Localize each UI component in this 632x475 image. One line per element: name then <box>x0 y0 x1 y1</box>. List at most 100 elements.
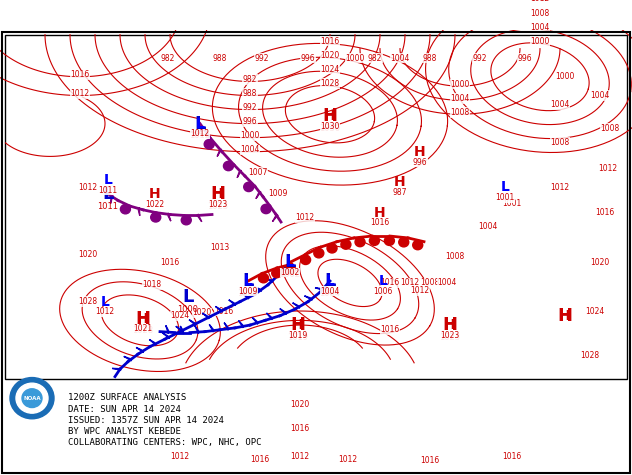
Text: H: H <box>292 318 304 332</box>
Text: 988: 988 <box>243 89 257 98</box>
Text: 1000: 1000 <box>178 304 198 314</box>
Text: 1012: 1012 <box>190 131 210 140</box>
Text: 1021: 1021 <box>133 324 152 333</box>
Text: L: L <box>104 173 112 187</box>
Text: BY WPC ANALYST KEBEDE: BY WPC ANALYST KEBEDE <box>68 427 181 436</box>
Polygon shape <box>265 278 273 282</box>
Text: 1004: 1004 <box>530 23 550 32</box>
Circle shape <box>258 274 269 283</box>
Text: 1004: 1004 <box>437 278 457 287</box>
Text: L: L <box>325 274 334 288</box>
Text: 1012: 1012 <box>95 307 114 316</box>
Circle shape <box>244 182 253 191</box>
Text: 996: 996 <box>243 117 257 126</box>
Polygon shape <box>111 195 113 204</box>
Polygon shape <box>315 288 324 291</box>
Text: H: H <box>212 187 224 201</box>
Text: H: H <box>557 307 573 325</box>
Circle shape <box>10 378 54 419</box>
Circle shape <box>22 389 42 408</box>
Text: 1012: 1012 <box>291 452 310 461</box>
Text: H: H <box>394 175 406 189</box>
Text: L: L <box>379 274 387 288</box>
Text: L: L <box>195 117 204 131</box>
Text: 1001: 1001 <box>495 193 514 202</box>
Polygon shape <box>275 269 284 272</box>
Text: 1006: 1006 <box>374 287 392 296</box>
Text: 1020: 1020 <box>192 308 212 317</box>
Text: 1004: 1004 <box>550 100 569 109</box>
Polygon shape <box>224 323 228 330</box>
Text: 1000: 1000 <box>530 37 550 46</box>
Circle shape <box>181 216 191 225</box>
Text: 1023: 1023 <box>441 331 459 340</box>
Text: L: L <box>284 253 296 271</box>
Text: 1002: 1002 <box>279 270 300 279</box>
Text: L: L <box>100 294 109 309</box>
Text: H: H <box>210 185 226 203</box>
Text: 1008: 1008 <box>451 108 470 117</box>
Text: 992: 992 <box>473 54 487 63</box>
Circle shape <box>16 383 48 413</box>
Text: 1011: 1011 <box>97 201 118 210</box>
Polygon shape <box>252 317 258 324</box>
Text: 1000: 1000 <box>240 131 260 140</box>
Text: H: H <box>442 316 458 334</box>
Text: 1030: 1030 <box>319 124 341 133</box>
Text: 1016: 1016 <box>502 452 521 461</box>
Text: 982: 982 <box>161 54 175 63</box>
Text: 982: 982 <box>243 75 257 84</box>
Circle shape <box>272 268 282 278</box>
Circle shape <box>150 213 161 222</box>
Polygon shape <box>280 309 286 314</box>
Polygon shape <box>162 333 169 339</box>
Text: 1012: 1012 <box>550 183 569 192</box>
Text: 1016: 1016 <box>370 218 389 228</box>
Text: 1000: 1000 <box>451 80 470 89</box>
Text: 1016: 1016 <box>70 70 90 79</box>
Text: 1020: 1020 <box>590 258 610 267</box>
Polygon shape <box>195 326 198 333</box>
Text: H: H <box>322 107 337 125</box>
Polygon shape <box>149 340 156 345</box>
Text: 988: 988 <box>423 54 437 63</box>
Text: L: L <box>182 288 193 306</box>
Text: 1004: 1004 <box>451 94 470 103</box>
Text: 1001: 1001 <box>502 199 521 208</box>
Text: 1016: 1016 <box>420 456 440 466</box>
Text: 1016: 1016 <box>320 37 339 46</box>
Text: 1009: 1009 <box>238 287 258 296</box>
Text: 1022: 1022 <box>145 200 164 209</box>
Text: 1004: 1004 <box>590 91 610 100</box>
Text: 1004: 1004 <box>240 145 260 154</box>
Text: 982: 982 <box>368 54 382 63</box>
Circle shape <box>355 238 365 247</box>
Text: 988: 988 <box>213 54 227 63</box>
Polygon shape <box>138 207 140 216</box>
Text: 1200Z SURFACE ANALYSIS: 1200Z SURFACE ANALYSIS <box>68 393 186 402</box>
Text: H: H <box>559 309 571 323</box>
Circle shape <box>286 265 296 274</box>
Text: 1028: 1028 <box>320 79 339 88</box>
Polygon shape <box>198 214 202 222</box>
Polygon shape <box>293 303 300 308</box>
Polygon shape <box>305 296 312 300</box>
Text: 1019: 1019 <box>288 331 308 340</box>
Circle shape <box>261 204 271 214</box>
Polygon shape <box>136 347 143 352</box>
Text: 1012: 1012 <box>339 455 358 464</box>
Text: 1009: 1009 <box>269 190 288 199</box>
Text: L: L <box>501 180 509 194</box>
Text: 1008: 1008 <box>550 138 569 147</box>
Text: 1012: 1012 <box>78 183 97 192</box>
Polygon shape <box>166 325 169 333</box>
Text: NOAA: NOAA <box>23 396 41 401</box>
Polygon shape <box>237 170 241 178</box>
Circle shape <box>341 240 351 249</box>
Text: H: H <box>324 109 336 123</box>
Text: H: H <box>149 187 161 201</box>
Circle shape <box>314 248 324 258</box>
Text: DATE: SUN APR 14 2024: DATE: SUN APR 14 2024 <box>68 405 181 414</box>
Circle shape <box>204 140 214 149</box>
Circle shape <box>399 238 409 247</box>
